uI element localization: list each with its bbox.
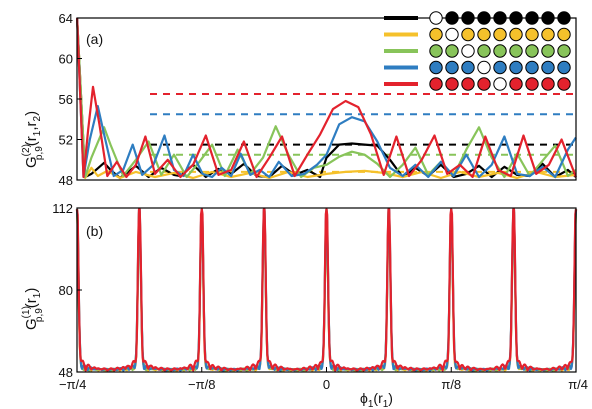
panel-b-x-axis-label: ϕ1(r1) [360, 390, 393, 409]
legend-site-circle [493, 11, 507, 25]
panel-b-x-tick-label: −π/4 [59, 377, 86, 392]
legend-site-circle [493, 27, 507, 42]
panel-b-y-axis-label: G(1) p,9(r1) [21, 288, 45, 330]
panel-b-x-tick-label: π/4 [568, 377, 588, 392]
legend-site-circle [445, 44, 459, 58]
panel-a-label: (a) [86, 31, 103, 47]
legend-site-circle [525, 44, 539, 58]
legend-site-circle [445, 77, 459, 91]
legend-site-circle [477, 77, 491, 91]
legend-site-circle [509, 27, 523, 42]
legend-site-circle [461, 27, 475, 42]
panel-a-y-tick-label: 48 [59, 173, 73, 188]
legend-site-circle [541, 77, 555, 91]
legend-site-circle [445, 11, 459, 25]
legend-site-circle [525, 11, 539, 25]
legend-site-circle [509, 11, 523, 25]
legend-site-circle [477, 27, 491, 42]
legend-site-circle [509, 60, 523, 75]
legend-site-circle [461, 60, 475, 75]
legend-site-circle [557, 77, 571, 91]
panel-a-series-line-4 [76, 17, 577, 179]
panel-a-y-tick-label: 56 [59, 92, 73, 107]
panel-a-y-axis-label: G(2) p,9(r1,r2) [21, 111, 45, 168]
legend [384, 11, 571, 91]
panel-b-x-tick-label: −π/8 [188, 377, 215, 392]
legend-site-circle [429, 11, 443, 25]
legend-site-circle [445, 60, 459, 75]
legend-site-circle [509, 77, 523, 91]
legend-site-circle [541, 11, 555, 25]
legend-site-circle [477, 11, 491, 25]
legend-site-circle [509, 44, 523, 58]
panel-b-x-tick-label: 0 [323, 377, 330, 392]
legend-site-circle [429, 77, 443, 91]
legend-site-circle [493, 77, 507, 91]
legend-site-circle [541, 27, 555, 42]
panel-a-y-ticks: 48 52 56 60 64 [59, 11, 82, 188]
legend-site-circle [557, 11, 571, 25]
panel-b-label: (b) [86, 223, 103, 239]
panel-a: 48 52 56 60 64 (a) G(2) p,9(r1,r2) [21, 11, 577, 188]
panel-b-y-tick-label: 80 [59, 283, 73, 298]
legend-site-circle [525, 27, 539, 42]
panel-b-series [75, 208, 578, 372]
legend-site-circle [557, 27, 571, 42]
legend-site-circle [541, 44, 555, 58]
panel-a-y-tick-label: 52 [59, 133, 73, 148]
panel-b-y-tick-label: 48 [59, 365, 73, 380]
legend-site-circle [429, 44, 443, 58]
legend-site-circle [429, 60, 443, 75]
panel-b-y-ticks: 48 80 112 [52, 201, 82, 380]
legend-site-circle [557, 44, 571, 58]
panel-b-x-tick-label: π/8 [441, 377, 461, 392]
legend-site-circle [477, 60, 491, 75]
legend-site-circle [461, 11, 475, 25]
legend-site-circle [493, 60, 507, 75]
legend-site-circle [525, 60, 539, 75]
panel-b-series-line-3 [75, 208, 578, 372]
panel-a-series [76, 17, 577, 180]
legend-site-circle [493, 44, 507, 58]
legend-site-circle [461, 77, 475, 91]
panel-a-y-tick-label: 64 [59, 11, 73, 26]
legend-site-circle [557, 60, 571, 75]
panel-b-y-tick-label: 112 [52, 201, 73, 216]
legend-site-circle [541, 60, 555, 75]
panel-a-y-tick-label: 60 [59, 52, 73, 67]
legend-site-circle [525, 77, 539, 91]
legend-site-circle [429, 27, 443, 42]
panel-a-series-line-3 [76, 17, 577, 179]
legend-site-circle [445, 27, 459, 42]
legend-site-circle [477, 44, 491, 58]
legend-site-circle [461, 44, 475, 58]
panel-b-x-ticks: −π/4 −π/8 0 π/8 π/4 [59, 367, 588, 392]
